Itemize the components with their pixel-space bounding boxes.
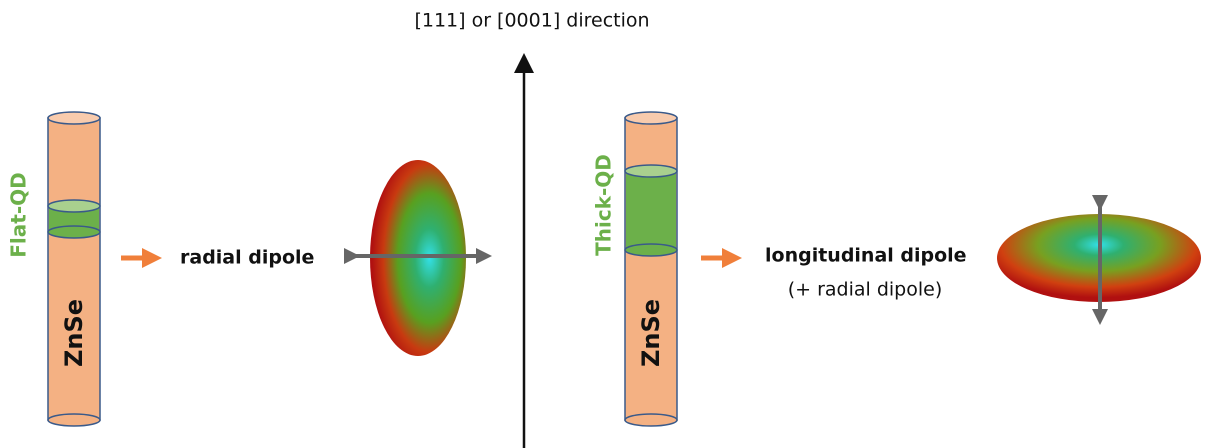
flat-qd-cylinder [48, 112, 100, 426]
side-label: Thick-QD [592, 154, 616, 256]
axis-label: [111] or [0001] direction [414, 10, 649, 32]
diagram: [111] or [0001] direction Flat-QD ZnSe r… [0, 0, 1206, 448]
dipole-label: radial dipole [180, 247, 314, 269]
cylinder-label: ZnSe [60, 299, 88, 367]
dipole-note: (+ radial dipole) [788, 279, 943, 301]
cylinder-label: ZnSe [637, 299, 665, 367]
thick-qd-cylinder [625, 112, 677, 426]
side-label: Flat-QD [7, 172, 31, 257]
dipole-label: longitudinal dipole [765, 245, 967, 267]
